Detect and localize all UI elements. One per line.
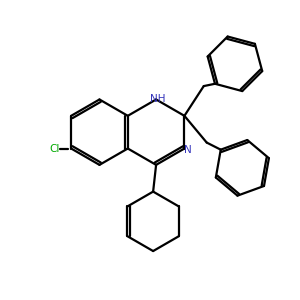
Text: NH: NH	[150, 94, 165, 104]
Text: N: N	[184, 145, 192, 155]
Text: Cl: Cl	[50, 143, 60, 154]
